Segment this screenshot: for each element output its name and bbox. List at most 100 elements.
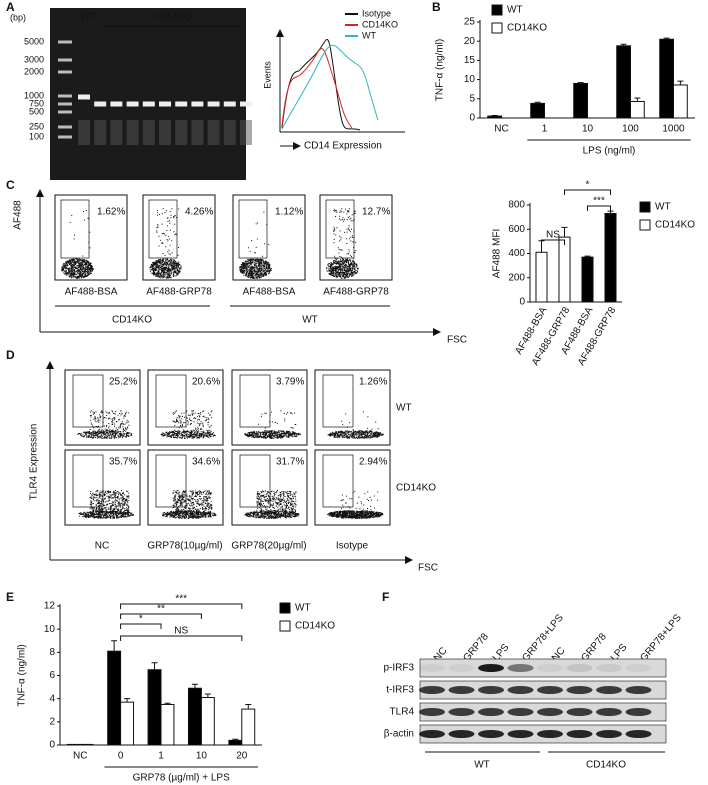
bar: [616, 45, 631, 119]
blot-band: [419, 664, 445, 672]
bar: [535, 251, 548, 303]
lane-smear: [159, 120, 171, 145]
blot-band: [625, 686, 652, 694]
bar: [241, 708, 256, 746]
bar: [187, 687, 202, 746]
bar: [147, 669, 162, 746]
x-axis-label: GRP78 (µg/ml) + LPS: [133, 773, 231, 784]
bar: [66, 743, 81, 746]
axis-label: TLR4 Expression: [29, 424, 40, 501]
blot-band: [625, 708, 652, 716]
x-label: AF488-BSA: [243, 287, 296, 298]
flow-plot: [319, 194, 393, 281]
lane-band: [126, 101, 139, 107]
gate-percent: 4.26%: [185, 207, 213, 218]
blot-band: [478, 664, 504, 672]
cd14ko-curve: [281, 48, 353, 129]
x-label: AF488-GRP78: [146, 287, 212, 298]
gate: [155, 374, 187, 428]
gate: [155, 454, 187, 508]
bar: [659, 38, 674, 119]
lane-band: [159, 101, 171, 107]
ladder-band: [58, 70, 72, 74]
axis-label: AF488: [13, 200, 24, 230]
axis-label: Events: [262, 61, 272, 89]
error-bar: [164, 702, 171, 705]
bar: [120, 701, 135, 746]
bar: [573, 82, 588, 119]
lane-band: [223, 101, 236, 107]
blot-band: [478, 730, 504, 738]
x-tick-label: 1000: [662, 124, 685, 135]
gate: [239, 454, 271, 508]
lane-smear: [94, 120, 107, 145]
y-tick-label: 10: [44, 624, 56, 635]
x-label: AF488-GRP78: [323, 287, 389, 298]
ladder-band: [58, 110, 72, 114]
sig-bracket: [120, 635, 243, 641]
flow-dots: [78, 490, 134, 519]
legend-swatch: [491, 4, 503, 16]
blot-band: [419, 686, 445, 694]
blot-band: [596, 708, 622, 716]
x-tick-label: NC: [494, 124, 508, 135]
lane-smear: [126, 120, 139, 145]
legend-swatch: [279, 602, 291, 614]
row-label: WT: [396, 403, 412, 414]
flow-dots: [327, 490, 384, 519]
panel-label: A: [6, 0, 15, 14]
x-tick-label: 0: [118, 751, 124, 762]
flow-plot: [64, 369, 141, 446]
protein-label: TLR4: [390, 707, 415, 718]
flow-dots: [326, 208, 359, 279]
y-tick-label: 0: [519, 297, 525, 308]
legend-label: WT: [295, 603, 311, 614]
sig-bracket: [541, 239, 565, 245]
y-tick-label: 5: [469, 93, 475, 104]
lane-smear: [175, 120, 188, 145]
blot-band: [625, 730, 652, 738]
flow-dots: [244, 490, 300, 519]
legend-swatch: [491, 22, 503, 34]
bar: [630, 100, 645, 119]
blot-band: [507, 730, 534, 738]
ladder-label: 5000: [24, 36, 44, 46]
ladder-label: 750: [29, 98, 44, 108]
sig-bracket: [564, 189, 611, 195]
gate: [72, 374, 104, 428]
blot-band: [537, 708, 563, 716]
blot-band: [566, 708, 593, 716]
flow-plot: [147, 449, 224, 526]
gate: [322, 454, 354, 508]
error-bar: [663, 37, 670, 40]
lane-smear: [207, 120, 220, 145]
legend-swatch: [639, 219, 651, 231]
lane-smear: [78, 120, 90, 145]
gel-unit: (bp): [10, 12, 26, 22]
error-bar: [577, 82, 584, 84]
error-bar: [620, 43, 627, 46]
lane-band: [175, 101, 188, 107]
sig-label: ***: [175, 594, 187, 605]
y-tick-label: 800: [508, 200, 525, 211]
lane-label: WT: [80, 12, 96, 23]
gate-percent: 34.6%: [192, 457, 220, 468]
legend-swatch: [279, 620, 291, 632]
gate-percent: 12.7%: [362, 207, 390, 218]
error-bar: [204, 693, 211, 698]
group-label: CD14KO: [112, 315, 152, 326]
flow-dots: [77, 410, 133, 439]
lane-band: [94, 101, 107, 107]
flow-plot: [54, 194, 128, 281]
blot-band: [507, 708, 534, 716]
blot-band: [448, 708, 475, 716]
ladder-band: [58, 125, 72, 129]
blot-band: [478, 708, 504, 716]
ladder-label: 1000: [24, 90, 44, 100]
protein-label: p-IRF3: [383, 663, 414, 674]
flow-dots: [61, 210, 94, 279]
lane-band: [78, 94, 90, 100]
panel-label: C: [6, 178, 15, 192]
gate: [60, 199, 90, 259]
legend-label: Isotype: [362, 8, 391, 18]
